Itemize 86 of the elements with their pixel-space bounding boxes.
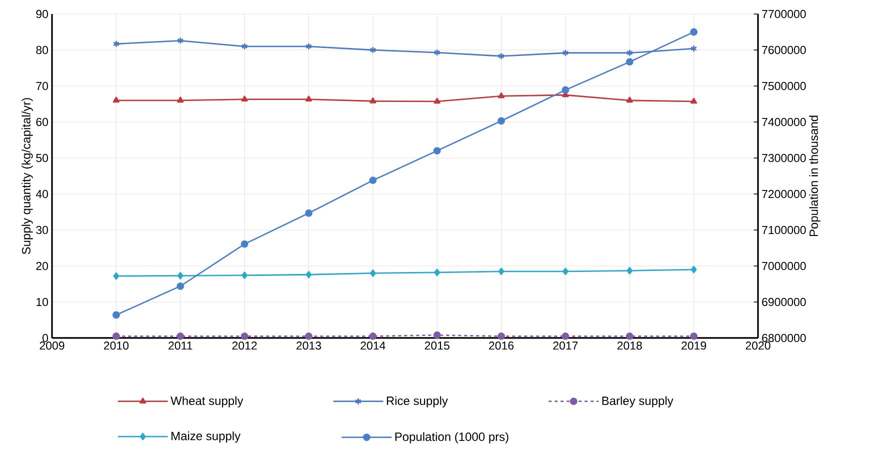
x-tick-label: 2014 (360, 342, 386, 350)
legend-label: Population (1000 prs) (395, 432, 508, 444)
x-tick-label: 2010 (104, 342, 129, 350)
point (112, 311, 120, 319)
point (240, 240, 248, 248)
point (626, 49, 633, 57)
y-axis-title: Supply quantity (kg/capital/yr) (22, 98, 33, 254)
y-tick-label: 10 (36, 298, 48, 306)
x-tick-label: 2012 (232, 342, 257, 350)
point (690, 266, 697, 274)
point (305, 96, 312, 102)
x-tick-label: 2017 (553, 342, 578, 350)
point (562, 332, 570, 340)
y2-tick-label: 7500000 (762, 82, 806, 90)
point (690, 28, 698, 36)
point (241, 42, 248, 50)
legend-label: Maize supply (172, 431, 241, 443)
x-tick-label: 2019 (682, 342, 706, 350)
point (433, 147, 441, 154)
y-tick-label: 60 (36, 118, 48, 126)
point (498, 332, 505, 340)
point (626, 58, 634, 66)
y2-tick-label: 6900000 (762, 298, 806, 306)
y-tick-label: 20 (36, 262, 48, 270)
point (626, 332, 634, 340)
x-tick-label: 2013 (296, 342, 322, 350)
point (305, 209, 312, 217)
point (305, 42, 312, 50)
y2-tick-label: 7600000 (762, 46, 806, 54)
x-tick-label: 2009 (40, 342, 64, 350)
y2-tick-label: 7100000 (762, 226, 806, 234)
point (498, 117, 505, 125)
point (434, 268, 440, 276)
point (562, 49, 569, 57)
y-tick-label: 40 (36, 190, 48, 198)
legend-label: Wheat supply (170, 396, 244, 408)
point (433, 331, 441, 339)
x-tick-label: 2018 (617, 342, 642, 350)
point (626, 96, 633, 103)
point (370, 269, 376, 277)
y-tick-label: 90 (36, 10, 48, 18)
point (690, 332, 698, 340)
point (690, 98, 698, 104)
y-tick-label: 50 (36, 154, 48, 162)
point (112, 332, 120, 340)
point (498, 52, 505, 60)
point (176, 282, 184, 290)
point (562, 268, 568, 276)
y-tick-label: 70 (36, 82, 48, 90)
y2-tick-label: 6800000 (762, 334, 806, 342)
point (112, 96, 120, 103)
y2-tick-label: 7200000 (762, 190, 806, 198)
y2-axis-title: Population in thousand (809, 116, 820, 236)
legend-label: Barley supply (602, 396, 674, 408)
x-tick-label: 2016 (489, 342, 514, 350)
point (626, 266, 633, 274)
point (562, 86, 570, 94)
y2-tick-label: 7700000 (762, 10, 806, 18)
point (369, 176, 377, 184)
point (241, 96, 248, 102)
x-tick-label: 2020 (746, 342, 770, 350)
point (177, 96, 184, 103)
point (177, 272, 184, 280)
point (242, 272, 248, 280)
point (369, 332, 377, 340)
y-tick-label: 30 (36, 226, 48, 234)
y2-tick-label: 7000000 (762, 262, 806, 270)
y2-tick-label: 7300000 (762, 154, 806, 162)
y2-tick-label: 7400000 (762, 118, 806, 126)
x-tick-label: 2015 (424, 342, 450, 350)
point (370, 97, 376, 104)
x-tick-label: 2011 (168, 342, 192, 350)
point (176, 332, 184, 340)
y-tick-label: 80 (36, 46, 48, 54)
point (240, 332, 248, 340)
point (498, 92, 505, 98)
y-tick-label: 0 (42, 334, 48, 342)
legend-label: Rice supply (386, 396, 448, 408)
point (434, 98, 440, 104)
point (113, 272, 120, 280)
point (177, 36, 184, 44)
point (434, 48, 440, 56)
point (306, 270, 312, 278)
point (305, 332, 312, 340)
point (498, 268, 504, 276)
point (370, 46, 376, 54)
